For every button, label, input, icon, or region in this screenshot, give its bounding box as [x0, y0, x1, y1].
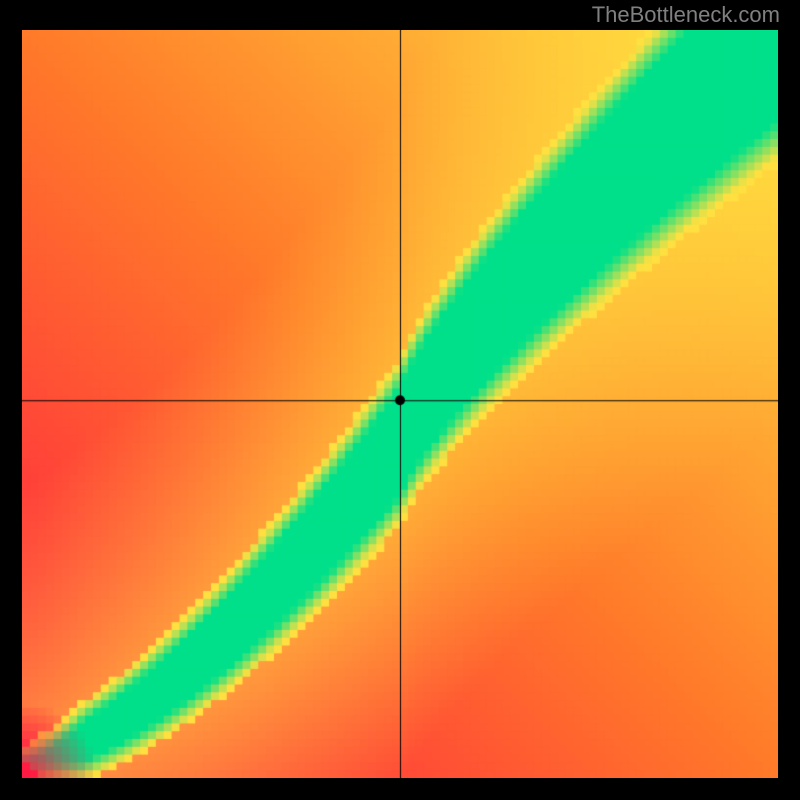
chart-frame: TheBottleneck.com — [0, 0, 800, 800]
watermark-text: TheBottleneck.com — [592, 2, 780, 28]
crosshair-overlay — [22, 30, 778, 778]
